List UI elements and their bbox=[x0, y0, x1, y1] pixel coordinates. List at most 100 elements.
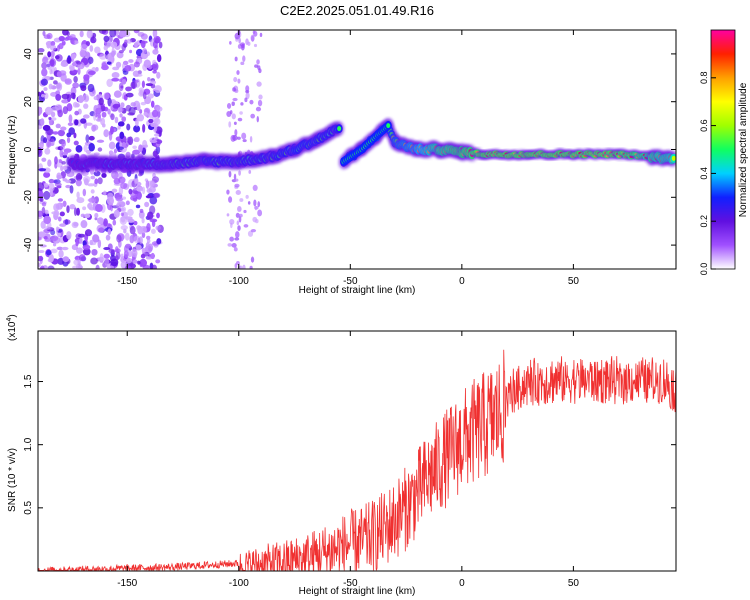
noise-speckle bbox=[110, 41, 118, 48]
noise-speckle bbox=[77, 233, 86, 238]
noise-speckle bbox=[65, 179, 72, 184]
noise-speckle bbox=[257, 201, 261, 208]
noise-speckle bbox=[72, 101, 79, 108]
noise-speckle bbox=[80, 118, 87, 124]
noise-speckle bbox=[41, 68, 48, 77]
y-tick-label: 1.5 bbox=[23, 374, 34, 388]
snr-x-axis: -150 -100 -50 0 50 bbox=[117, 331, 579, 589]
noise-speckle bbox=[69, 34, 76, 39]
snr-plot-area bbox=[38, 331, 676, 571]
noise-speckle bbox=[108, 249, 116, 254]
noise-speckle bbox=[151, 64, 158, 69]
noise-speckle bbox=[83, 103, 89, 109]
noise-speckle bbox=[103, 253, 111, 259]
snr-y-multiplier-base: (x10 bbox=[7, 321, 18, 341]
colorbar-tick-label: 0.2 bbox=[699, 215, 709, 228]
noise-speckle bbox=[111, 71, 120, 79]
noise-speckle bbox=[132, 145, 138, 149]
noise-speckle bbox=[88, 143, 95, 152]
noise-speckle bbox=[110, 50, 116, 58]
noise-speckle bbox=[60, 144, 65, 151]
noise-speckle bbox=[87, 83, 95, 93]
noise-speckle bbox=[135, 204, 141, 209]
noise-speckle bbox=[99, 53, 107, 60]
noise-speckle bbox=[74, 110, 79, 116]
noise-speckle bbox=[155, 225, 161, 231]
noise-speckle bbox=[121, 142, 127, 148]
noise-speckle bbox=[143, 59, 152, 69]
noise-speckle bbox=[98, 30, 107, 34]
noise-speckle bbox=[110, 113, 115, 121]
noise-speckle bbox=[238, 170, 241, 176]
noise-speckle bbox=[141, 80, 145, 88]
noise-speckle bbox=[121, 206, 127, 212]
chart-title: C2E2.2025.051.01.49.R16 bbox=[280, 3, 434, 18]
noise-speckle bbox=[97, 177, 103, 185]
noise-speckle bbox=[258, 68, 262, 74]
noise-speckle bbox=[238, 213, 243, 218]
noise-speckle bbox=[54, 156, 58, 165]
noise-speckle bbox=[58, 249, 64, 259]
noise-speckle bbox=[50, 235, 59, 242]
noise-speckle bbox=[133, 42, 139, 48]
noise-speckle bbox=[43, 236, 48, 240]
noise-speckle bbox=[226, 111, 232, 117]
noise-speckle bbox=[98, 227, 105, 233]
noise-speckle bbox=[253, 43, 258, 48]
noise-speckle bbox=[112, 219, 117, 226]
x-tick-label: -50 bbox=[343, 276, 358, 287]
noise-speckle bbox=[96, 139, 105, 143]
noise-speckle bbox=[74, 119, 79, 126]
noise-speckle bbox=[139, 109, 143, 114]
noise-speckle bbox=[255, 106, 262, 112]
x-tick-label: 50 bbox=[568, 578, 580, 589]
noise-speckle bbox=[73, 207, 78, 217]
noise-speckle bbox=[94, 46, 101, 54]
noise-speckle bbox=[141, 147, 147, 155]
noise-speckle bbox=[43, 190, 51, 200]
noise-speckle bbox=[79, 237, 83, 245]
noise-speckle bbox=[132, 149, 141, 155]
noise-speckle bbox=[145, 83, 154, 87]
noise-speckle bbox=[71, 40, 75, 45]
noise-speckle bbox=[127, 208, 134, 216]
noise-speckle bbox=[41, 94, 45, 98]
noise-speckle bbox=[127, 218, 135, 223]
noise-speckle bbox=[41, 206, 46, 215]
noise-speckle bbox=[118, 146, 124, 150]
noise-speckle bbox=[130, 81, 138, 90]
noise-speckle bbox=[60, 61, 68, 67]
noise-speckle bbox=[121, 78, 127, 85]
noise-speckle bbox=[101, 64, 109, 71]
noise-speckle bbox=[156, 212, 160, 219]
noise-speckle bbox=[149, 196, 158, 205]
noise-speckle bbox=[80, 44, 88, 49]
noise-speckle bbox=[234, 263, 238, 269]
noise-speckle bbox=[248, 170, 252, 174]
noise-speckle bbox=[66, 170, 75, 178]
noise-speckle bbox=[228, 196, 233, 203]
noise-speckle bbox=[93, 170, 101, 177]
noise-speckle bbox=[82, 188, 87, 197]
noise-speckle bbox=[103, 92, 110, 100]
spectrogram-x-axis: -150 -100 -50 0 50 bbox=[117, 30, 579, 287]
noise-speckle bbox=[72, 82, 80, 89]
noise-speckle bbox=[126, 257, 133, 264]
x-tick-label: -150 bbox=[117, 578, 137, 589]
noise-speckle bbox=[256, 59, 260, 65]
noise-speckle bbox=[73, 259, 80, 266]
noise-speckle bbox=[117, 121, 125, 127]
noise-speckle bbox=[77, 94, 84, 104]
noise-speckle bbox=[48, 116, 52, 120]
noise-speckle bbox=[55, 226, 59, 232]
noise-speckle bbox=[84, 213, 91, 218]
noise-speckle bbox=[93, 96, 98, 101]
noise-speckle bbox=[138, 210, 145, 219]
noise-speckle bbox=[62, 256, 70, 263]
noise-speckle bbox=[238, 216, 242, 223]
noise-speckle bbox=[242, 139, 247, 143]
noise-speckle bbox=[150, 252, 155, 260]
noise-speckle bbox=[111, 171, 115, 176]
noise-speckle bbox=[62, 151, 68, 155]
snr-y-multiplier-close: ) bbox=[7, 314, 18, 317]
